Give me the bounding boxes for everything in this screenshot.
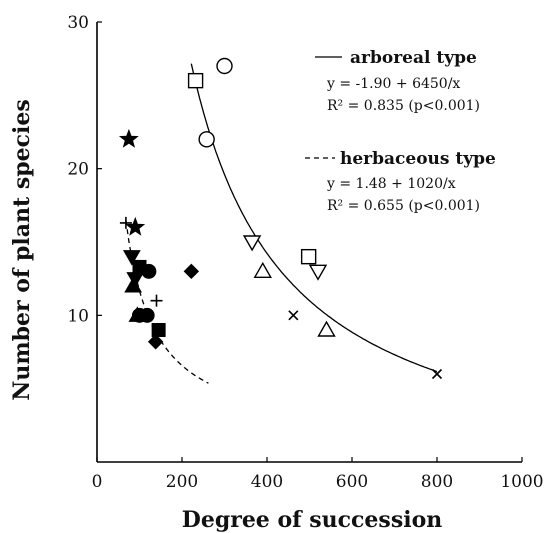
y-tick-label: 20 (67, 160, 89, 180)
open-triangle-down-point (308, 264, 328, 281)
open-circle-point (198, 131, 215, 148)
x-tick-label: 0 (92, 472, 103, 492)
x-tick-label: 200 (166, 472, 198, 492)
cross-point (288, 310, 299, 321)
filled-square-point (151, 323, 166, 337)
legend-arboreal-title: arboreal type (350, 48, 477, 68)
legend-herbaceous-r2: R² = 0.655 (p<0.001) (327, 198, 480, 214)
filled-triangle-down-point (122, 250, 141, 266)
y-axis-title: Number of plant species (9, 99, 35, 401)
open-circle-point (216, 57, 233, 75)
open-triangle-up-point (253, 261, 272, 279)
legend-arboreal-equation: y = -1.90 + 6450/x (326, 76, 460, 92)
plus-point (150, 294, 163, 307)
filled-diamond-point (147, 334, 164, 350)
fit-curve-arboreal (190, 63, 438, 373)
x-tick-label: 400 (251, 472, 283, 492)
axes (96, 22, 522, 463)
x-tick-label: 600 (336, 472, 368, 492)
data-points (118, 57, 443, 380)
open-triangle-down-point (242, 235, 262, 252)
legend-arboreal-r2: R² = 0.835 (p<0.001) (327, 98, 480, 114)
fit-curve-herbaceous (125, 220, 209, 384)
filled-circle-point (141, 263, 157, 279)
x-tick-label: 1000 (500, 472, 543, 492)
x-tick-label: 800 (421, 472, 453, 492)
ticks: 0 200 400 600 800 1000 10 20 30 (67, 13, 543, 492)
open-square-point (187, 72, 204, 89)
x-axis-title: Degree of succession (182, 507, 442, 533)
legend-herbaceous-title: herbaceous type (340, 149, 496, 169)
plus-point (119, 216, 132, 229)
filled-star-point (125, 216, 146, 236)
filled-triangle-up-point (124, 276, 142, 293)
cross-point (431, 368, 443, 380)
legend: arboreal type y = -1.90 + 6450/x R² = 0.… (305, 48, 496, 214)
filled-triangle-up-point (128, 306, 147, 322)
y-tick-label: 10 (67, 306, 89, 326)
open-triangle-up-point (317, 320, 336, 337)
legend-herbaceous-equation: y = 1.48 + 1020/x (326, 176, 456, 192)
filled-star-point (118, 128, 139, 148)
filled-diamond-point (183, 263, 200, 280)
open-square-point (300, 248, 317, 265)
y-tick-label: 30 (67, 13, 89, 33)
